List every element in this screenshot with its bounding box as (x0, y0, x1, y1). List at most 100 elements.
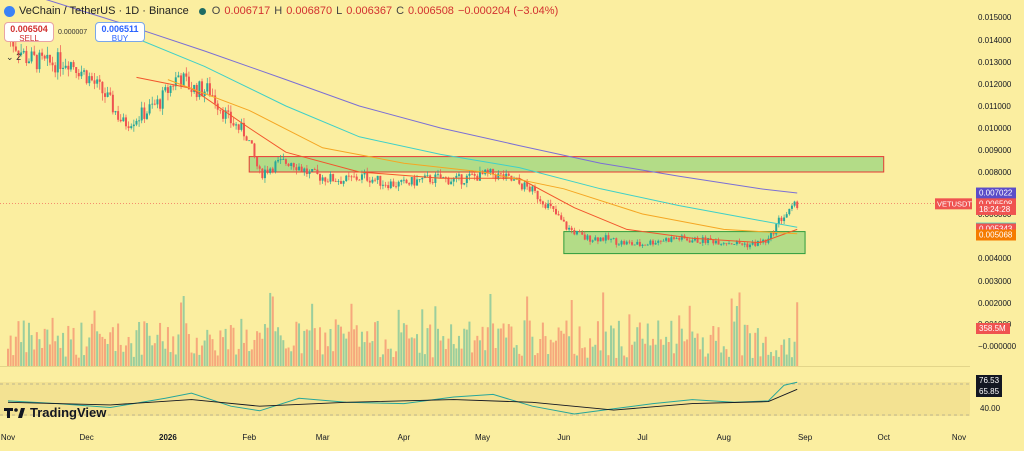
candle-body (589, 235, 592, 242)
symbol-tag-box (935, 198, 972, 210)
volume-bar (790, 357, 793, 366)
volume-bar (62, 332, 65, 366)
candle-body (164, 87, 167, 91)
volume-bar (85, 346, 88, 366)
volume-bar (132, 356, 135, 366)
candle-body (75, 67, 78, 74)
moving-average-ma_mid (167, 79, 798, 235)
volume-bar (185, 323, 188, 366)
indicators-toggle[interactable]: ⌄ 2 (6, 52, 21, 63)
candle-body (67, 65, 70, 70)
x-tick-label: Nov (1, 433, 15, 442)
candle-body (499, 173, 502, 175)
candle-body (620, 241, 623, 245)
candle-body (623, 241, 626, 245)
volume-bar (64, 356, 67, 366)
buy-button[interactable]: 0.006511 BUY (95, 22, 145, 43)
x-tick-label: Aug (717, 433, 731, 442)
volume-bar (594, 344, 597, 366)
candle-body (206, 83, 209, 92)
low-value: 0.006367 (346, 5, 393, 17)
volume-bar (775, 350, 778, 366)
volume-bar (324, 332, 327, 366)
volume-bar (657, 320, 660, 366)
volume-bar (174, 354, 177, 366)
volume-bar (319, 327, 322, 366)
close-value: 0.006508 (408, 5, 454, 17)
chevron-down-icon: ⌄ (6, 52, 14, 62)
candle-body (581, 232, 584, 235)
volume-bar (636, 327, 639, 366)
candle-body (793, 201, 796, 206)
candle-body (253, 143, 256, 157)
candle-body (14, 46, 17, 51)
candle-body (612, 238, 615, 240)
candle-body (22, 50, 25, 53)
candle-body (536, 190, 539, 200)
candle-body (455, 175, 458, 179)
candle-body (219, 109, 222, 111)
volume-bar (565, 320, 568, 366)
volume-bar (423, 354, 426, 366)
price-label-text: 18:24:28 (979, 205, 1011, 214)
volume-bar (431, 357, 434, 366)
candle-body (35, 54, 38, 70)
candle-body (568, 227, 571, 230)
candle-body (402, 179, 405, 181)
candle-body (124, 117, 127, 127)
volume-bar (536, 353, 539, 366)
volume-bar (717, 327, 720, 366)
volume-bar (712, 326, 715, 366)
candle-body (77, 73, 80, 77)
volume-bar (575, 355, 578, 366)
volume-bar (67, 325, 70, 366)
candle-body (324, 177, 327, 182)
candle-body (140, 107, 143, 121)
volume-bar (235, 354, 238, 366)
volume-bar (764, 336, 767, 366)
volume-bar (672, 353, 675, 366)
sell-button[interactable]: 0.006504 SELL (4, 22, 54, 43)
candle-body (413, 177, 416, 186)
tradingview-logo[interactable]: TradingView (4, 405, 106, 420)
volume-bar (164, 348, 167, 366)
candle-body (528, 186, 531, 192)
candle-body (311, 169, 314, 172)
candle-body (591, 240, 594, 242)
candle-body (274, 161, 277, 172)
volume-bar (759, 356, 762, 366)
candle-body (366, 172, 369, 181)
candle-body (796, 201, 799, 208)
candle-body (295, 167, 298, 171)
symbol-title[interactable]: VeChain / TetherUS · 1D · Binance (19, 5, 189, 17)
volume-bar (214, 350, 217, 366)
candle-body (56, 52, 59, 73)
candle-body (457, 174, 460, 176)
volume-bar (714, 340, 717, 366)
volume-bar (667, 342, 670, 366)
volume-bar (410, 337, 413, 366)
volume-bar (111, 327, 114, 366)
volume-bar (560, 330, 563, 366)
candle-body (198, 81, 201, 98)
volume-bar (316, 349, 319, 366)
volume-bar (397, 309, 400, 366)
candle-body (284, 159, 287, 164)
volume-bar (337, 324, 340, 366)
volume-bar (300, 353, 303, 366)
candle-body (636, 241, 639, 245)
volume-bar (547, 354, 550, 366)
candle-body (405, 179, 408, 184)
x-tick-label: Jun (557, 433, 570, 442)
x-tick-label: Oct (877, 433, 890, 442)
volume-bar (261, 338, 264, 366)
volume-bar (649, 345, 652, 366)
volume-bar (460, 348, 463, 366)
price-tick-label: 0.010000 (978, 124, 1012, 133)
volume-bar (434, 306, 437, 366)
candle-body (659, 240, 662, 242)
candle-body (429, 175, 432, 183)
candle-body (764, 239, 767, 243)
